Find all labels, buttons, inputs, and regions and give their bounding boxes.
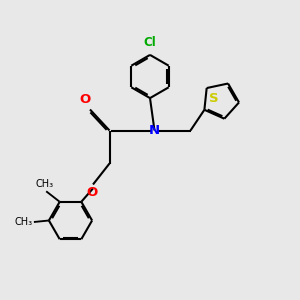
Text: Cl: Cl (144, 37, 156, 50)
Text: N: N (149, 124, 160, 137)
Text: O: O (86, 186, 97, 199)
Text: CH₃: CH₃ (36, 179, 54, 189)
Text: O: O (79, 93, 90, 106)
Text: S: S (209, 92, 219, 105)
Text: CH₃: CH₃ (14, 217, 32, 227)
